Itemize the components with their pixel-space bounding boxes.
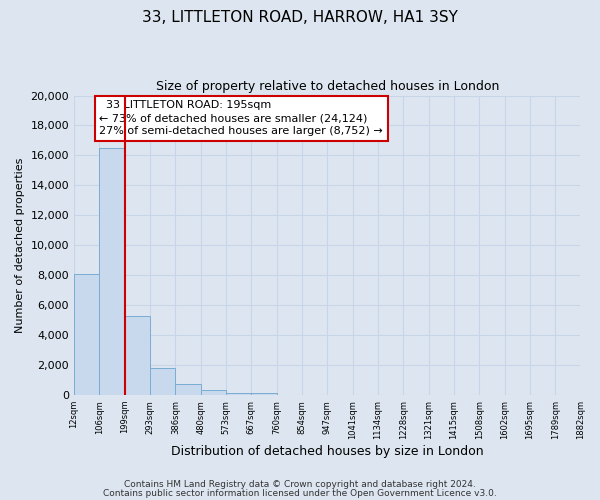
Text: Contains HM Land Registry data © Crown copyright and database right 2024.: Contains HM Land Registry data © Crown c… [124, 480, 476, 489]
Text: 33 LITTLETON ROAD: 195sqm
← 73% of detached houses are smaller (24,124)
27% of s: 33 LITTLETON ROAD: 195sqm ← 73% of detac… [100, 100, 383, 136]
Bar [226, 392, 251, 395]
Title: Size of property relative to detached houses in London: Size of property relative to detached ho… [155, 80, 499, 93]
Bar [175, 384, 200, 395]
Bar [251, 394, 277, 395]
Text: Contains public sector information licensed under the Open Government Licence v3: Contains public sector information licen… [103, 490, 497, 498]
Bar [125, 316, 150, 395]
Bar [200, 390, 226, 395]
Text: 33, LITTLETON ROAD, HARROW, HA1 3SY: 33, LITTLETON ROAD, HARROW, HA1 3SY [142, 10, 458, 25]
Bar [74, 274, 100, 395]
Bar [100, 148, 125, 395]
Y-axis label: Number of detached properties: Number of detached properties [15, 158, 25, 333]
X-axis label: Distribution of detached houses by size in London: Distribution of detached houses by size … [171, 444, 484, 458]
Bar [150, 368, 175, 395]
